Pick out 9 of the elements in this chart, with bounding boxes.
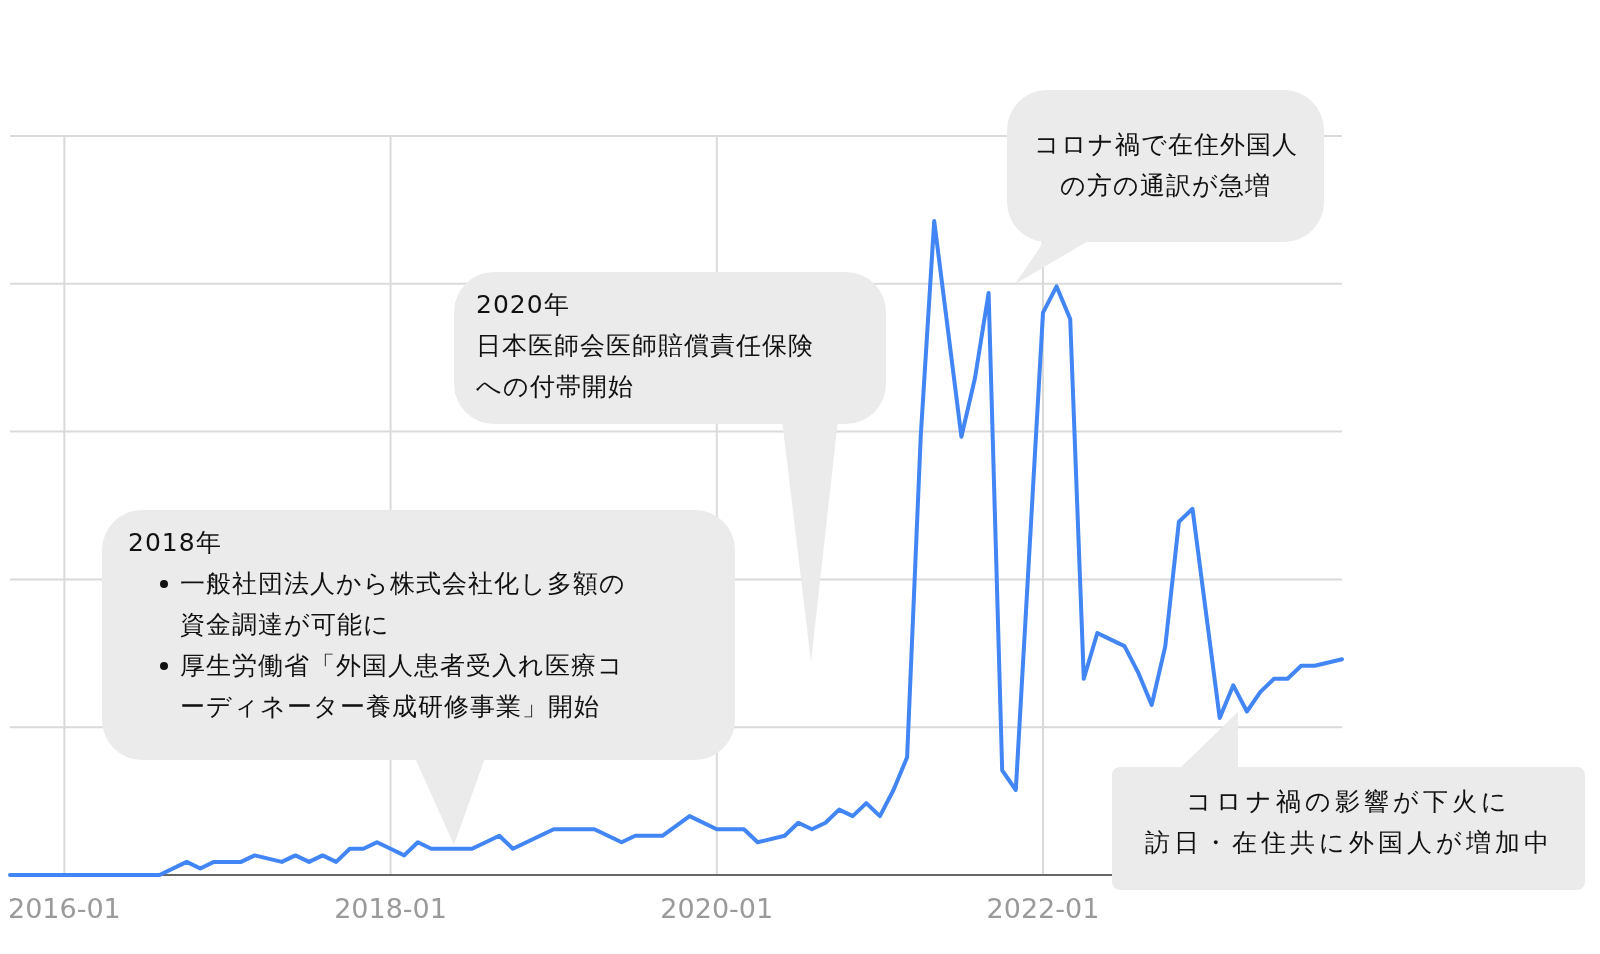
annotation: 厚生労働省「外国人患者受入れ医療コーディネーター養成研修事業」開始 — [180, 650, 625, 723]
annotation: 2018年 — [128, 527, 223, 559]
text: コロナ禍で在住外国人の方の通訳が急増 — [1032, 129, 1299, 202]
x-tick-label: 2020-01 — [660, 893, 774, 924]
x-tick-label: 2018-01 — [334, 893, 447, 924]
x-tick-label: 2016-01 — [7, 893, 121, 924]
x-tick-label: 2022-01 — [986, 893, 1100, 924]
annotation: コロナ禍の影響が下火に — [1185, 786, 1512, 818]
annotation: 訪日・在住共に外国人が増加中 — [1143, 827, 1554, 859]
